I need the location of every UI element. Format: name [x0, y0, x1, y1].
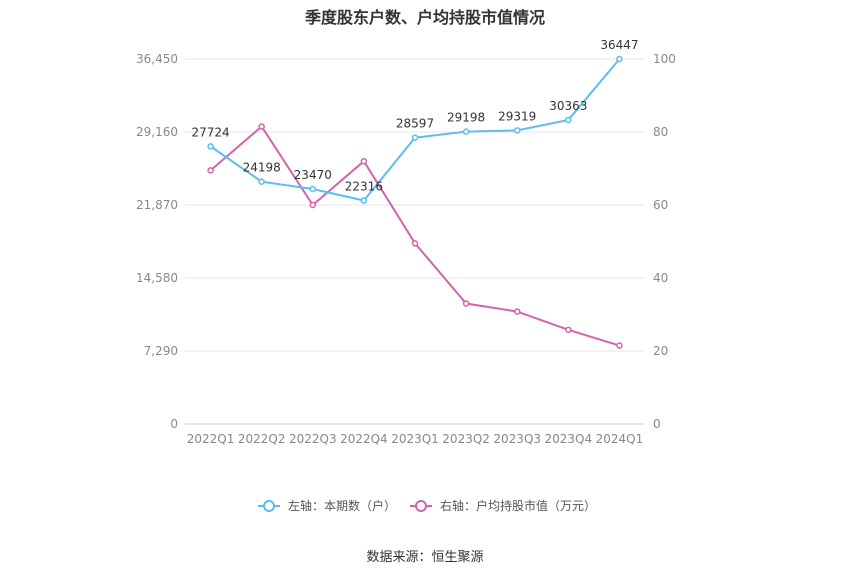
- data-point: [565, 326, 572, 334]
- data-label: 29319: [498, 109, 536, 123]
- data-point: [513, 308, 521, 315]
- legend-label: 右轴：户均持股市值（万元）: [440, 498, 596, 513]
- data-point: [411, 134, 419, 141]
- right-tick-label: 80: [653, 125, 668, 139]
- data-label: 28597: [396, 117, 434, 131]
- left-axis-ticks: 0 7,290 14,580 21,870 29,160 36,450: [136, 52, 178, 431]
- right-tick-label: 20: [653, 344, 668, 358]
- right-tick-label: 0: [653, 417, 661, 431]
- gridlines: [185, 58, 645, 425]
- data-point: [309, 201, 317, 209]
- data-point: [616, 55, 623, 63]
- right-tick-label: 40: [653, 271, 668, 285]
- x-tick-label: 2022Q3: [289, 432, 337, 446]
- data-point: [207, 143, 214, 150]
- left-tick-label: 14,580: [136, 271, 178, 285]
- data-label: 36447: [600, 38, 638, 52]
- x-tick-label: 2022Q1: [187, 432, 235, 446]
- chart-title: 季度股东户数、户均持股市值情况: [304, 8, 545, 27]
- data-point: [462, 128, 470, 135]
- left-tick-label: 0: [170, 417, 178, 431]
- x-tick-label: 2022Q2: [238, 432, 286, 446]
- x-tick-label: 2023Q1: [391, 432, 439, 446]
- data-source: 数据来源：恒生聚源: [366, 550, 484, 565]
- x-tick-label: 2023Q4: [545, 432, 593, 446]
- x-axis-ticks: 2022Q1 2022Q2 2022Q3 2022Q4 2023Q1 2023Q2 2023…: [187, 432, 644, 446]
- data-point: [309, 185, 317, 193]
- right-tick-label: 60: [653, 198, 668, 212]
- data-point: [360, 157, 368, 165]
- right-tick-label: 100: [653, 52, 676, 66]
- data-point: [616, 342, 623, 349]
- data-label: 24198: [243, 161, 281, 175]
- x-tick-label: 2022Q4: [340, 432, 388, 446]
- data-label: 27724: [191, 125, 229, 139]
- data-point: [411, 240, 419, 247]
- left-tick-label: 21,870: [136, 198, 178, 212]
- data-point: [513, 127, 521, 134]
- left-tick-label: 7,290: [144, 344, 178, 358]
- legend-marker: [415, 500, 427, 512]
- data-label: 30363: [549, 99, 587, 113]
- x-tick-label: 2024Q1: [596, 432, 644, 446]
- left-tick-label: 36,450: [136, 52, 178, 66]
- data-point: [258, 178, 265, 185]
- right-axis-ticks: 0 20 40 60 80 100: [653, 52, 676, 431]
- data-point: [207, 167, 214, 174]
- x-tick-label: 2023Q2: [442, 432, 490, 446]
- legend-label: 左轴：本期数（户）: [288, 498, 396, 513]
- data-point: [462, 300, 470, 307]
- series-layer: 27724 24198 23470 22316 28597 29198 29319 30363…: [191, 38, 639, 349]
- series-line: [209, 125, 620, 347]
- data-point: [565, 116, 572, 124]
- left-tick-label: 29,160: [136, 125, 178, 139]
- legend-marker: [263, 500, 275, 512]
- x-tick-label: 2023Q3: [493, 432, 541, 446]
- legend: 左轴：本期数（户） 右轴：户均持股市值（万元）: [258, 498, 596, 513]
- data-label: 29198: [447, 111, 485, 125]
- data-point: [360, 197, 368, 204]
- data-label: 22316: [345, 180, 383, 194]
- data-point: [258, 123, 265, 130]
- data-label: 23470: [294, 168, 332, 182]
